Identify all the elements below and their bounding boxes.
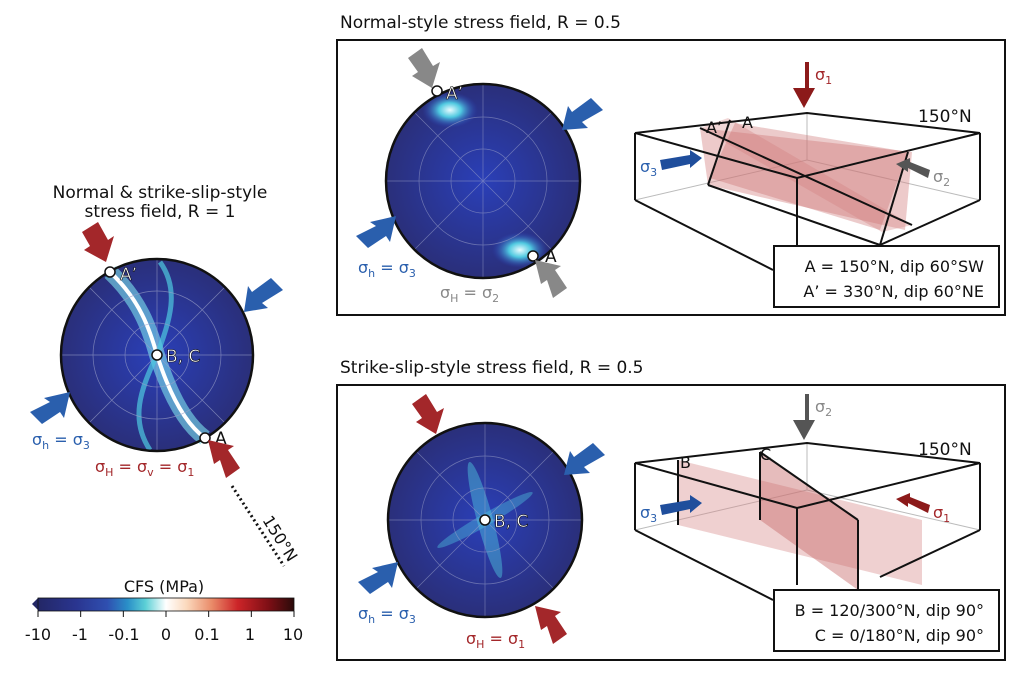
point-a-marker <box>199 432 211 444</box>
label-a-prime: A’ <box>120 265 137 285</box>
point-bc-marker <box>479 514 491 526</box>
point-bc-marker <box>151 349 163 361</box>
arrow-sigma2-nw <box>408 48 440 88</box>
legend-line-a-prime: A’ = 330°N, dip 60°NE <box>803 282 984 301</box>
arrow-sigma3-sw <box>30 392 70 424</box>
left-panel: Normal & strike-slip-style stress field,… <box>30 183 302 567</box>
fault-plane-a <box>700 128 912 230</box>
block-arrow-sigma3 <box>660 150 702 170</box>
arrow-sigma3-sw <box>356 216 396 248</box>
colorbar-bar <box>37 597 295 612</box>
stereonet-grid <box>386 84 580 278</box>
left-title-line2: stress field, R = 1 <box>85 202 236 222</box>
point-a-prime-marker <box>104 266 116 278</box>
label-a-prime: A’ <box>446 84 463 104</box>
colorbar-tick-label: -10 <box>25 625 51 644</box>
arrow-sigma2-se <box>535 260 567 298</box>
point-a-marker <box>527 250 539 262</box>
stereonet-left: A’ A B, C <box>59 257 255 453</box>
arrow-sigma1-se <box>535 606 567 644</box>
point-a-prime-marker <box>431 85 443 97</box>
legend-line-c: C = 0/180°N, dip 90° <box>815 626 984 645</box>
colorbar-extend-arrow <box>32 598 38 610</box>
arrow-sigma1-se <box>208 440 240 478</box>
block-strike-label: 150°N <box>918 440 972 460</box>
bottom-panel-title: Strike-slip-style stress field, R = 0.5 <box>340 358 644 378</box>
block-diagram-bottom: σ2 σ3 σ1 B C 150°N <box>634 394 981 601</box>
colorbar-tick-label: -0.1 <box>108 625 139 644</box>
legend-line-b: B = 120/300°N, dip 90° <box>795 601 984 620</box>
arrow-sigma3-ne <box>244 278 283 312</box>
block-diagram-top: σ1 σ3 σ2 A’ A 150°N <box>634 62 981 271</box>
stereonet-bottom: B, C <box>386 421 584 619</box>
block-sigma2-label: σ2 <box>933 167 950 189</box>
colorbar-tick-label: 1 <box>245 625 255 644</box>
label-bc: B, C <box>166 347 200 367</box>
fault-plane-c <box>760 452 858 590</box>
arrow-sigma1-nw <box>82 222 114 262</box>
block-label-b: B <box>680 453 691 472</box>
sigma-H-label-top: σH = σ2 <box>440 283 499 305</box>
label-bc: B, C <box>494 512 528 532</box>
stereonet-top: A’ A <box>384 82 582 280</box>
legend-box-top: A = 150°N, dip 60°SW A’ = 330°N, dip 60°… <box>773 245 1000 308</box>
colorbar-ticks <box>37 611 295 617</box>
legend-box-bottom: B = 120/300°N, dip 90° C = 0/180°N, dip … <box>773 589 1000 652</box>
block-arrow-sigma1 <box>896 493 930 513</box>
block-sigma3-label: σ3 <box>640 157 657 179</box>
sigma-H-label-bottom: σH = σ1 <box>466 629 525 651</box>
strike-line <box>230 485 286 567</box>
colorbar-tick-label: 0 <box>161 625 171 644</box>
legend-line-a: A = 150°N, dip 60°SW <box>805 257 985 276</box>
sigma-h-label-top: σh = σ3 <box>358 258 416 280</box>
colorbar: CFS (MPa) -10 -1 -0.1 0 0.1 1 10 <box>25 577 303 644</box>
top-panel-title: Normal-style stress field, R = 0.5 <box>340 13 621 33</box>
block-arrow-sigma3 <box>660 495 702 515</box>
block-arrow-sigma2 <box>896 158 930 178</box>
strike-label-left: 150°N <box>259 512 302 565</box>
bottom-panel: Strike-slip-style stress field, R = 0.5 … <box>336 358 1006 661</box>
block-label-a-prime: A’ <box>706 118 722 137</box>
block-label-a: A <box>742 113 753 132</box>
block-arrow-sigma2 <box>793 394 815 440</box>
block-strike-label: 150°N <box>918 107 972 127</box>
sigma-h-label-bottom: σh = σ3 <box>358 604 416 626</box>
colorbar-title: CFS (MPa) <box>124 577 204 596</box>
top-panel: Normal-style stress field, R = 0.5 A’ A … <box>336 13 1006 316</box>
colorbar-tick-label: -1 <box>72 625 88 644</box>
colorbar-tick-label: 10 <box>283 625 303 644</box>
block-sigma2-label: σ2 <box>815 397 832 419</box>
top-panel-frame <box>336 39 1006 316</box>
bottom-panel-frame <box>336 384 1006 661</box>
left-title-line1: Normal & strike-slip-style <box>53 183 268 203</box>
arrow-sigma3-ne <box>562 98 603 130</box>
label-a: A <box>545 247 557 267</box>
sigma-H-label-left: σH = σv = σ1 <box>95 457 194 479</box>
block-label-c: C <box>760 445 771 464</box>
block-sigma3-label: σ3 <box>640 503 657 525</box>
arrow-sigma3-sw <box>358 562 398 594</box>
sigma-h-label-left: σh = σ3 <box>32 430 90 452</box>
block-arrow-sigma1 <box>793 62 815 108</box>
arrow-sigma1-nw <box>412 394 444 434</box>
arrow-sigma3-ne <box>564 443 605 475</box>
block-sigma1-label: σ1 <box>815 65 832 87</box>
colorbar-tick-label: 0.1 <box>194 625 219 644</box>
block-sigma1-label: σ1 <box>933 503 950 525</box>
